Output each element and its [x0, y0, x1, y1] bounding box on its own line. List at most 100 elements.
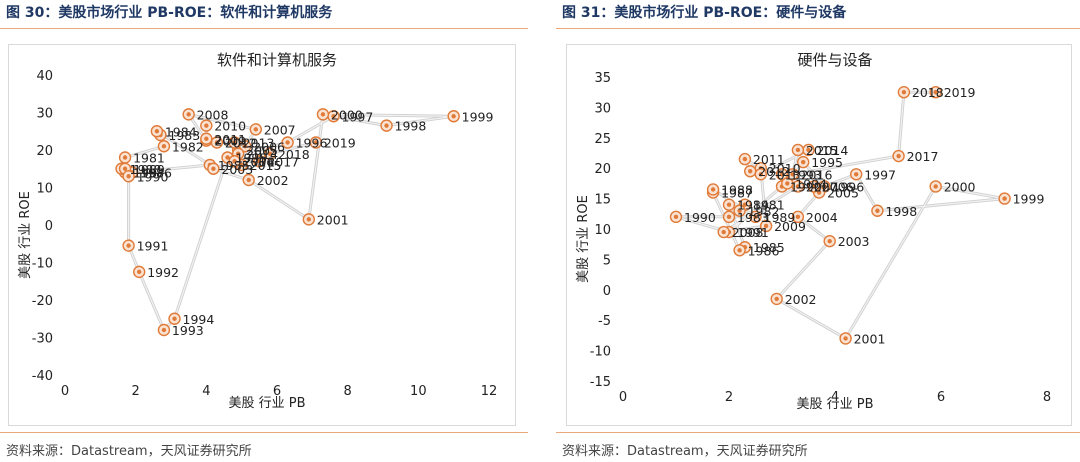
point-label: 2016	[801, 167, 833, 182]
point-label: 1989	[764, 210, 796, 225]
data-point-center	[137, 269, 142, 275]
point-label: 1993	[172, 323, 204, 338]
point-label: 2001	[317, 212, 349, 227]
point-label: 1988	[130, 162, 162, 177]
data-point-center	[186, 112, 191, 117]
point-label: 2005	[246, 143, 278, 158]
point-label: 1992	[147, 265, 179, 280]
data-point-center	[451, 114, 456, 119]
point-label: 2017	[267, 154, 299, 169]
point-label: 2008	[732, 225, 764, 240]
data-point-center	[790, 172, 795, 177]
data-point-center	[239, 162, 244, 168]
point-label: 2011	[753, 152, 785, 167]
point-label: 2017	[907, 149, 939, 164]
data-point-center	[933, 90, 938, 95]
data-point-center	[214, 140, 220, 145]
point-label: 1989	[133, 162, 165, 177]
y-tick-label: 35	[594, 71, 611, 86]
point-label: 1997	[864, 167, 896, 182]
y-tick-label: 25	[594, 132, 611, 147]
data-point-center	[721, 229, 726, 235]
point-label: 1991	[137, 239, 169, 254]
y-tick-label: -10	[590, 345, 611, 360]
x-tick-label: 4	[202, 384, 210, 399]
point-label: 1998	[395, 119, 427, 134]
data-point-center	[232, 159, 237, 164]
point-label: 2007	[806, 179, 838, 194]
point-label: 1990	[137, 169, 169, 184]
y-tick-label: 10	[36, 182, 53, 197]
chart-frame: 硬件与设备 0 2 4 6 8 35 30 25 20 15 10 5 0 -5 -10 -15 美股 行业 PB…	[566, 44, 1072, 426]
point-label: 2014	[817, 143, 849, 158]
point-label: 2012	[225, 136, 257, 151]
point-label: 2016	[243, 154, 275, 169]
data-point-center	[822, 184, 827, 189]
point-label: 2013	[769, 167, 801, 182]
data-point-center	[257, 159, 262, 164]
chart-frame: 软件和计算机服务 0 2 4 6 8 10 12 40 30 20 10 0 -10 -20 -30 -40 美股…	[8, 44, 516, 426]
point-label: 1983	[168, 128, 200, 143]
top-rule	[0, 28, 528, 29]
point-label: 1987	[721, 186, 753, 201]
point-label: 1988	[721, 182, 753, 197]
y-tick-label: 0	[603, 284, 611, 299]
point-label: 2019	[944, 85, 976, 100]
point-label: 2006	[253, 139, 285, 154]
point-label: 2011	[214, 132, 246, 147]
bottom-rule	[0, 432, 528, 433]
y-tick-label: 30	[594, 101, 611, 116]
chart-title: 硬件与设备	[797, 51, 872, 69]
point-label: 1985	[218, 158, 250, 173]
source-note: 资料来源：Datastream，天风证券研究所	[562, 444, 808, 459]
point-label: 1990	[684, 210, 716, 225]
data-point-center	[232, 140, 237, 145]
y-tick-label: -15	[590, 375, 611, 390]
point-label: 2008	[197, 107, 229, 122]
data-point-center	[758, 172, 763, 177]
x-axis-label: 美股 行业 PB	[796, 397, 873, 412]
data-point-center	[225, 155, 230, 160]
point-label: 1986	[748, 243, 780, 258]
data-point-center	[172, 316, 177, 321]
y-tick-label: 15	[594, 193, 611, 208]
y-tick-label: -40	[32, 369, 53, 384]
point-label: 1994	[795, 176, 827, 191]
point-label: 1998	[885, 204, 917, 219]
data-point-center	[785, 181, 790, 186]
point-label: 2002	[785, 292, 817, 307]
data-point-center	[126, 243, 131, 248]
point-label: 2001	[854, 331, 886, 346]
data-point-center	[161, 144, 167, 149]
point-label: 1997	[342, 109, 374, 124]
data-point-center	[384, 123, 389, 128]
data-point-center	[827, 238, 832, 244]
point-label: 2007	[264, 122, 296, 137]
data-point-center	[795, 147, 801, 153]
data-point-center	[742, 202, 748, 207]
point-label: 2003	[221, 162, 253, 177]
point-label: 2009	[214, 134, 246, 149]
chart-title: 软件和计算机服务	[217, 51, 337, 69]
y-tick-label: -5	[598, 314, 611, 329]
x-tick-label: 10	[410, 384, 427, 399]
point-label: 1981	[753, 198, 785, 213]
figure-title: 图 30：美股市场行业 PB-ROE：软件和计算机服务	[6, 5, 333, 21]
point-label: 1995	[236, 151, 268, 166]
data-point-center	[795, 184, 801, 189]
data-point-center	[801, 159, 806, 165]
point-label: 2000	[944, 179, 976, 194]
data-point-center	[204, 123, 209, 128]
data-point-center	[742, 156, 748, 162]
y-tick-label: 0	[45, 219, 53, 234]
data-point-center	[726, 214, 732, 220]
point-label: 1999	[462, 109, 494, 124]
data-point-center	[331, 114, 336, 119]
x-tick-label: 6	[273, 384, 281, 399]
data-point-center	[122, 155, 128, 160]
point-label: 1984	[165, 124, 197, 139]
data-point-center	[161, 327, 167, 333]
panel-software: 图 30：美股市场行业 PB-ROE：软件和计算机服务 软件和计算机服务 0 2 4 6…	[0, 0, 528, 462]
data-point-center	[313, 140, 319, 145]
